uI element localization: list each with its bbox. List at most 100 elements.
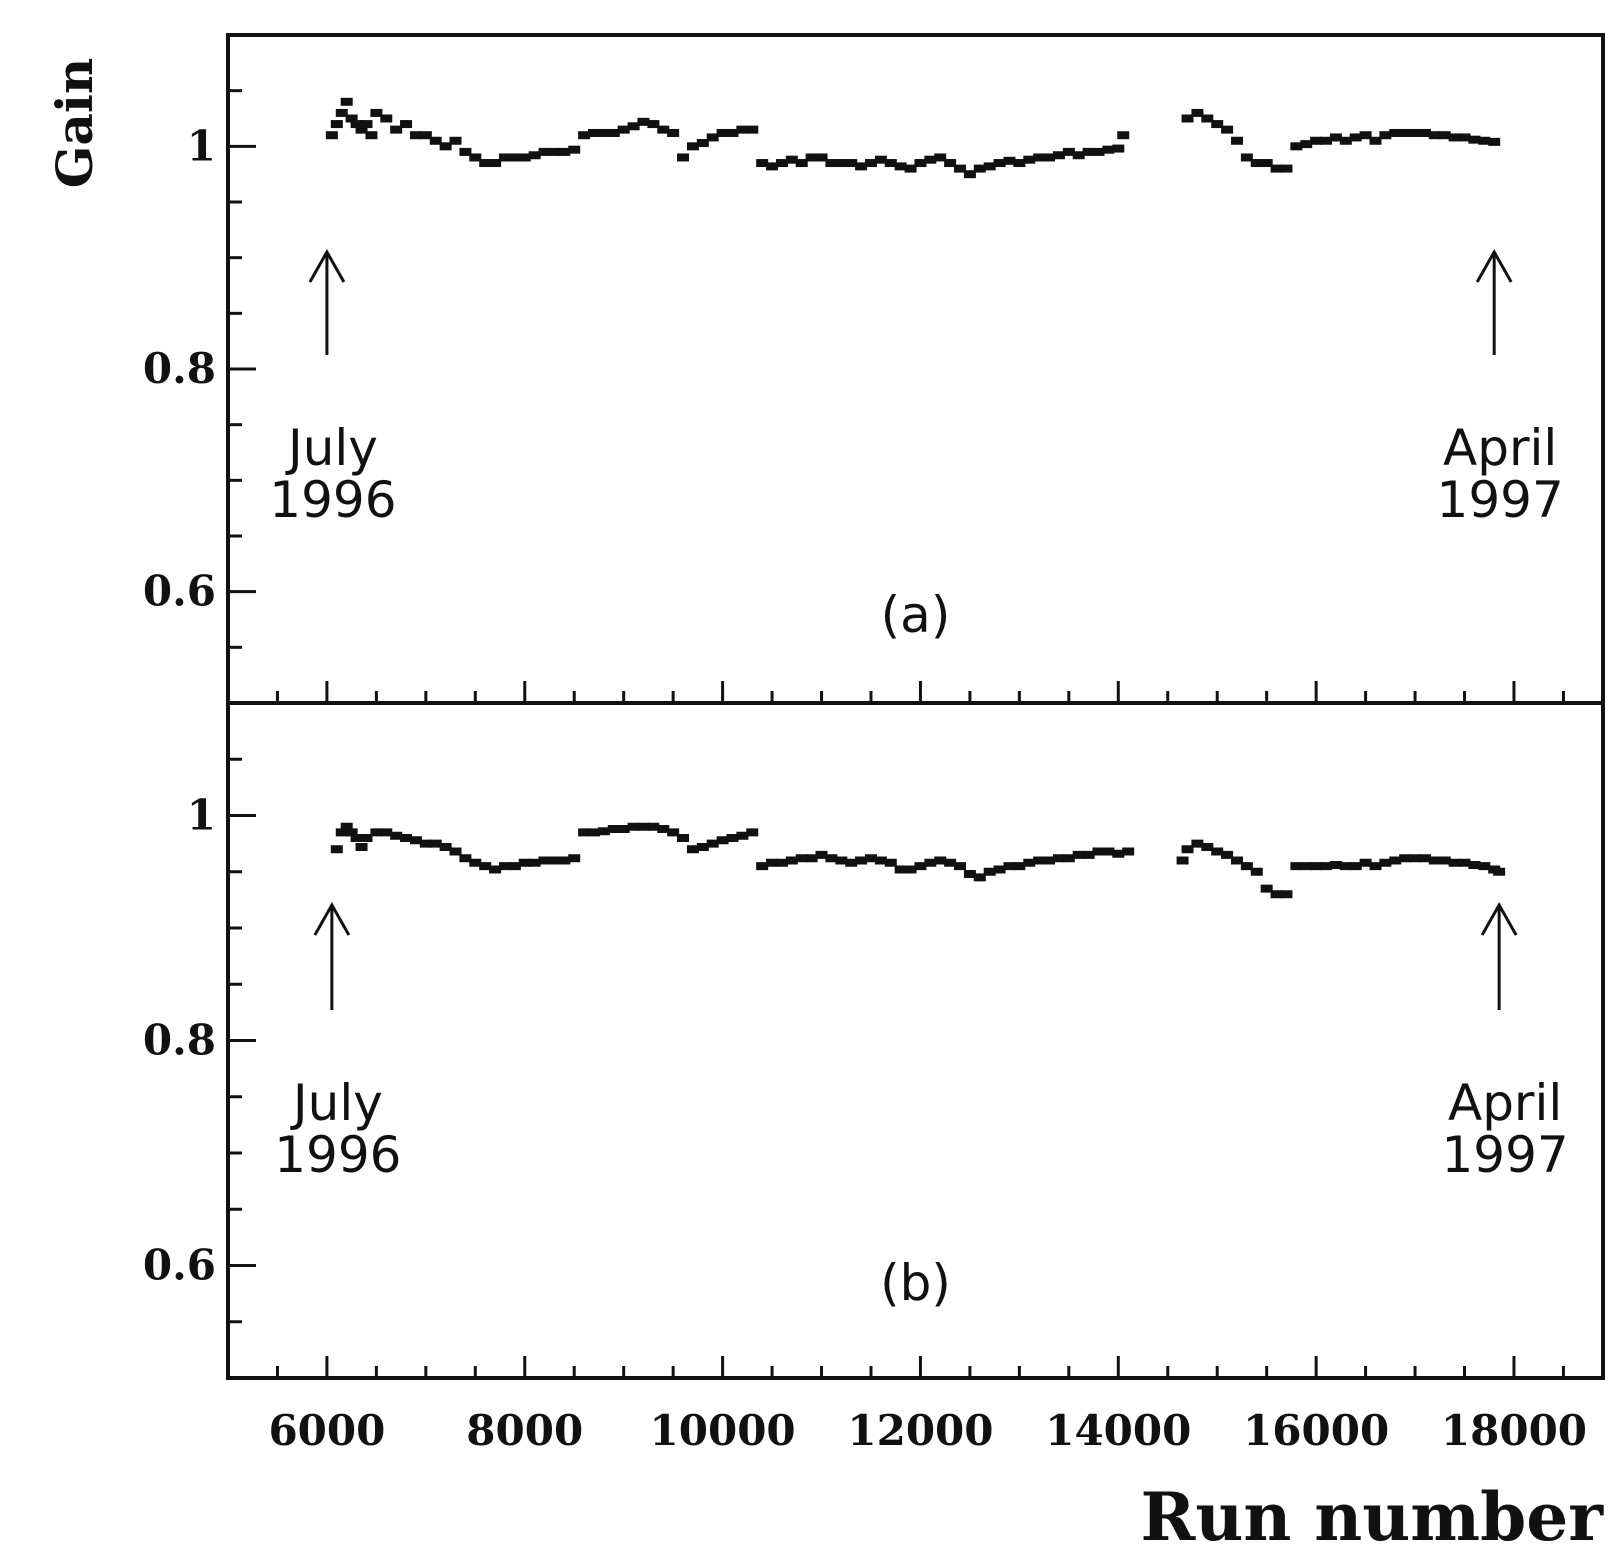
data-point [746, 828, 759, 837]
data-point [1458, 133, 1471, 142]
data-point [1023, 858, 1036, 867]
data-point [360, 120, 373, 129]
data-point [954, 164, 967, 173]
data-point [1329, 861, 1342, 869]
data-point [400, 834, 413, 842]
data-point [973, 873, 986, 882]
data-point [667, 128, 680, 137]
data-point [617, 825, 630, 833]
data-point [1201, 843, 1214, 851]
x-tick-label: 10000 [650, 1406, 796, 1455]
data-point [429, 136, 442, 145]
data-point [657, 825, 670, 833]
data-point [805, 153, 818, 162]
data-point [825, 854, 838, 863]
data-point [934, 856, 947, 865]
data-point [1082, 850, 1095, 859]
data-point [588, 128, 601, 137]
data-point [330, 120, 343, 129]
data-point [1221, 850, 1234, 859]
data-point [1250, 867, 1263, 876]
data-point [746, 125, 759, 134]
annotation-year: 1996 [269, 471, 396, 529]
data-point [1448, 133, 1461, 142]
data-point [469, 858, 482, 867]
y-tick-label: 1 [187, 791, 216, 840]
data-point [795, 159, 808, 168]
data-point [1092, 847, 1105, 856]
data-point [597, 827, 610, 836]
data-point [1418, 128, 1431, 137]
x-axis-label: Run number [1140, 1478, 1604, 1556]
data-point [1211, 120, 1224, 129]
data-point [1478, 136, 1491, 145]
data-point [864, 854, 877, 863]
data-point [439, 843, 452, 851]
data-point [1240, 862, 1253, 871]
data-point [607, 128, 620, 137]
data-point [1349, 133, 1362, 142]
data-point [1102, 847, 1115, 856]
data-point [855, 162, 868, 171]
data-point [963, 170, 976, 179]
data-point [330, 845, 343, 854]
data-point [568, 145, 581, 154]
data-point [805, 854, 818, 863]
data-point [627, 822, 640, 831]
data-point [1339, 136, 1352, 145]
data-point [726, 128, 739, 137]
annotation-month: April [1448, 1074, 1562, 1132]
data-point [1389, 128, 1402, 137]
data-point [325, 131, 338, 140]
data-point [706, 839, 719, 848]
data-point [954, 862, 967, 871]
data-point [340, 822, 353, 831]
data-point [944, 858, 957, 867]
data-point [588, 828, 601, 837]
data-point [1033, 153, 1046, 162]
data-point [904, 865, 917, 874]
data-point [1250, 159, 1263, 168]
data-point [1428, 131, 1441, 140]
data-point [1359, 131, 1372, 140]
data-point [1062, 854, 1075, 863]
data-point [983, 162, 996, 171]
y-tick-label: 0.8 [143, 344, 216, 393]
data-point [874, 856, 887, 865]
data-point [1369, 862, 1382, 871]
data-point [558, 147, 571, 156]
data-point [578, 828, 591, 837]
data-point [855, 856, 868, 865]
data-point [1201, 114, 1214, 123]
data-point [548, 147, 561, 156]
data-point [1013, 159, 1026, 168]
data-point [1359, 858, 1372, 867]
data-point [1260, 159, 1273, 168]
data-point [1240, 153, 1253, 162]
data-point [1003, 862, 1016, 871]
data-point [627, 122, 640, 131]
data-point [1023, 155, 1036, 164]
data-point [1349, 862, 1362, 871]
data-point [1112, 144, 1125, 153]
data-point [736, 125, 749, 134]
data-point [390, 125, 403, 134]
x-tick-label: 6000 [268, 1406, 385, 1455]
data-point [993, 865, 1006, 874]
data-point [1221, 125, 1234, 134]
x-tick-label: 12000 [847, 1406, 993, 1455]
data-point [1280, 890, 1293, 899]
data-point [993, 159, 1006, 168]
data-point [637, 822, 650, 831]
data-point [607, 825, 620, 833]
data-point [409, 836, 422, 845]
data-point [1409, 854, 1422, 863]
data-point [1191, 839, 1204, 848]
x-tick-label: 18000 [1441, 1406, 1587, 1455]
data-point [1310, 862, 1323, 871]
data-point [498, 153, 511, 162]
data-point [1181, 114, 1194, 123]
